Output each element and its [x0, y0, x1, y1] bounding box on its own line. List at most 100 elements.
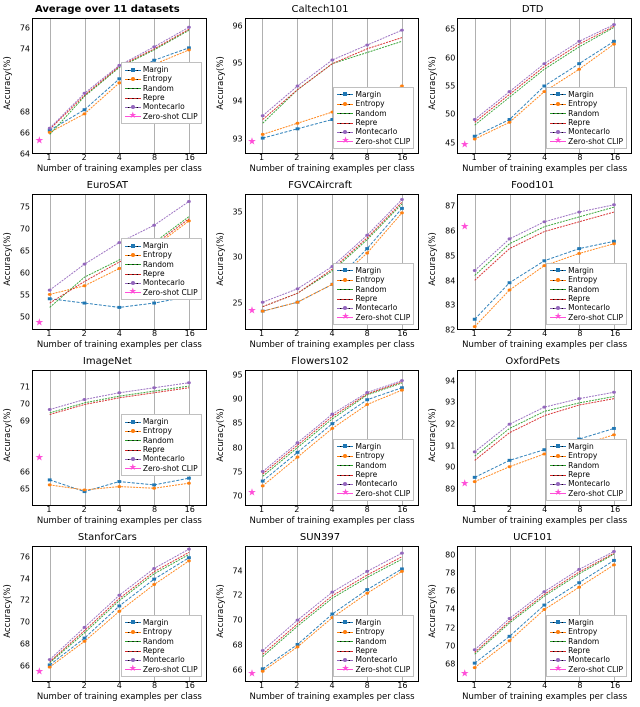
legend-label: Zero-shot CLIP	[568, 665, 623, 674]
series-marker	[578, 247, 582, 250]
legend-item: ★Zero-shot CLIP	[337, 137, 410, 146]
x-tick: 8	[365, 329, 370, 338]
series-marker	[508, 281, 512, 284]
y-tick: 60	[443, 53, 455, 62]
legend-item: Repre	[550, 470, 623, 479]
series-marker	[48, 127, 52, 130]
series-marker	[400, 379, 404, 382]
x-tick: 4	[542, 505, 547, 514]
legend: MarginEntropyRandomRepreMontecarlo★Zero-…	[121, 414, 202, 476]
legend-item: Margin	[125, 618, 198, 627]
series-marker	[152, 386, 156, 389]
y-tick: 75	[231, 468, 243, 477]
series-marker	[260, 670, 264, 673]
legend-label: Entropy	[143, 627, 172, 636]
series-marker	[48, 289, 52, 292]
x-tick: 16	[185, 681, 195, 690]
y-tick: 25	[231, 298, 243, 307]
chart-panel: EuroSATAccuracy(%)★MarginEntropyRandomRe…	[4, 180, 211, 350]
y-tick: 95	[231, 59, 243, 68]
legend-label: Random	[568, 109, 599, 118]
legend: MarginEntropyRandomRepreMontecarlo★Zero-…	[121, 238, 202, 300]
y-axis-label: Accuracy(%)	[428, 232, 438, 286]
legend-item: Entropy	[550, 627, 623, 636]
chart-panel: StanforCarsAccuracy(%)★MarginEntropyRand…	[4, 532, 211, 702]
legend-label: Repre	[568, 294, 590, 303]
legend-label: Random	[355, 461, 386, 470]
series-marker	[473, 648, 477, 651]
legend-marker-icon	[337, 266, 353, 274]
series-marker	[612, 563, 616, 566]
series-marker	[400, 207, 404, 210]
y-tick: 55	[18, 290, 30, 299]
x-tick: 2	[507, 329, 512, 338]
legend-item: Random	[125, 260, 198, 269]
legend-item: Entropy	[337, 275, 410, 284]
series-marker	[83, 637, 87, 640]
legend-item: Random	[550, 109, 623, 118]
y-tick: 66	[18, 129, 30, 138]
y-tick: 74	[231, 566, 243, 575]
legend-marker-icon	[337, 90, 353, 98]
x-axis-label: Number of training examples per class	[32, 340, 207, 350]
x-axis-label: Number of training examples per class	[457, 692, 632, 702]
legend-marker-icon: ★	[550, 665, 566, 673]
series-marker	[295, 451, 299, 454]
x-tick: 16	[185, 505, 195, 514]
legend-label: Entropy	[568, 275, 597, 284]
x-tick: 4	[329, 329, 334, 338]
series-line	[50, 383, 189, 410]
chart-panel: SUN397Accuracy(%)★MarginEntropyRandomRep…	[217, 532, 424, 702]
legend-marker-icon: ★	[337, 313, 353, 321]
y-tick: 70	[443, 641, 455, 650]
legend-marker-icon	[125, 628, 141, 636]
series-marker	[152, 483, 156, 486]
legend-item: Margin	[337, 442, 410, 451]
panel-title: ImageNet	[4, 356, 211, 367]
legend-label: Random	[568, 637, 599, 646]
legend-marker-icon: ★	[125, 288, 141, 296]
series-marker	[473, 118, 477, 121]
y-tick: 74	[18, 45, 30, 54]
legend-item: Entropy	[337, 627, 410, 636]
legend-label: Montecarlo	[143, 454, 185, 463]
y-tick: 50	[18, 312, 30, 321]
legend-item: Montecarlo	[125, 655, 198, 664]
series-marker	[260, 133, 264, 136]
x-tick: 4	[329, 505, 334, 514]
legend-item: ★Zero-shot CLIP	[337, 313, 410, 322]
series-marker	[578, 252, 582, 255]
series-marker	[543, 590, 547, 593]
y-tick: 68	[443, 659, 455, 668]
series-marker	[48, 478, 52, 481]
y-tick: 91	[443, 441, 455, 450]
legend: MarginEntropyRandomRepreMontecarlo★Zero-…	[333, 615, 414, 677]
legend-marker-icon: ★	[337, 665, 353, 673]
series-marker	[400, 570, 404, 573]
x-tick: 8	[152, 505, 157, 514]
legend-marker-icon: ★	[125, 464, 141, 472]
y-tick: 72	[18, 596, 30, 605]
series-marker	[612, 391, 616, 394]
y-axis-label: Accuracy(%)	[216, 56, 226, 110]
legend-item: Margin	[550, 618, 623, 627]
y-tick: 65	[443, 25, 455, 34]
y-tick: 70	[18, 618, 30, 627]
legend-item: ★Zero-shot CLIP	[125, 665, 198, 674]
panel-title: StanforCars	[4, 532, 211, 543]
legend-item: Margin	[125, 241, 198, 250]
y-axis-label: Accuracy(%)	[3, 56, 13, 110]
x-tick: 8	[152, 681, 157, 690]
legend-marker-icon	[337, 100, 353, 108]
panel-title: FGVCAircraft	[217, 180, 424, 191]
x-tick: 2	[507, 681, 512, 690]
legend-item: Montecarlo	[125, 278, 198, 287]
legend-marker-icon: ★	[337, 137, 353, 145]
legend-marker-icon	[550, 119, 566, 127]
series-marker	[83, 108, 87, 111]
legend-marker-icon	[550, 304, 566, 312]
series-marker	[295, 456, 299, 459]
legend-marker-icon	[125, 647, 141, 655]
legend-marker-icon	[550, 618, 566, 626]
panel-title: Average over 11 datasets	[4, 4, 211, 15]
